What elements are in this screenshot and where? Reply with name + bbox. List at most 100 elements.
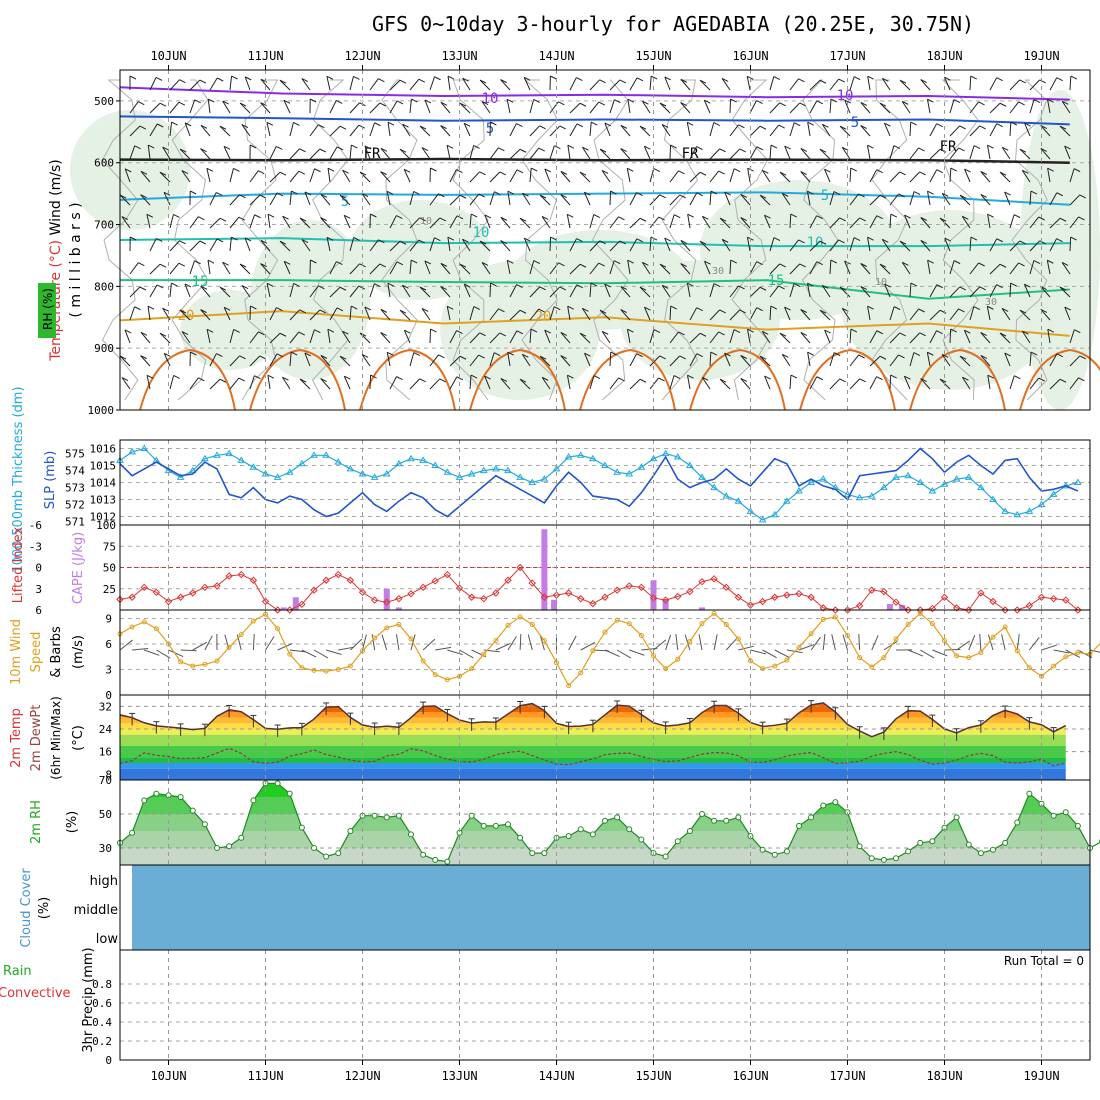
wind-barb-flag xyxy=(479,171,486,176)
li-point xyxy=(637,583,646,592)
thickness-point xyxy=(649,454,658,462)
wind-barb-flag xyxy=(1019,309,1027,314)
wind-speed-point xyxy=(432,672,438,678)
wind-barb-flag xyxy=(642,261,649,266)
wind-barb-10m xyxy=(1028,637,1040,651)
wind-barb-flag xyxy=(456,376,464,381)
wind-barb-flag xyxy=(590,121,598,126)
wind-barb xyxy=(189,216,199,229)
wind-barb-10m xyxy=(507,636,517,651)
wind-barb-flag xyxy=(208,98,215,103)
panel-border-precip xyxy=(119,949,1091,1061)
wind-barb-10m xyxy=(459,649,474,659)
wind-barb-flag xyxy=(980,332,987,336)
wind-barb-flag xyxy=(216,77,224,82)
thickness-point xyxy=(249,463,258,470)
wind-barb-flag xyxy=(699,240,707,245)
wind-barb-10m xyxy=(762,649,777,659)
wind-speed-point xyxy=(323,668,329,674)
rh-shade xyxy=(840,210,1060,390)
wind-barb-flag xyxy=(559,286,566,291)
li-point xyxy=(298,600,306,609)
li-point xyxy=(1013,606,1021,614)
wind-barb-flag xyxy=(179,309,187,314)
thickness-point xyxy=(297,459,306,467)
wind-barb xyxy=(209,378,221,390)
wind-barb xyxy=(299,217,311,229)
wind-barb xyxy=(769,305,772,321)
wind-barb xyxy=(269,146,277,160)
rh-point xyxy=(929,838,936,845)
wind-barb-flag xyxy=(1024,283,1031,288)
wind-barb-flag xyxy=(962,376,969,381)
rh-point xyxy=(1062,809,1069,816)
thickness-ylabel: 1000-500mb Thickness (dm) xyxy=(11,386,26,573)
wind-barb xyxy=(229,377,240,390)
wind-barb-flag xyxy=(1014,375,1021,380)
wind-barb-flag xyxy=(756,261,763,266)
wind-barb-flag xyxy=(942,192,949,197)
wind-speed-point xyxy=(881,655,887,661)
wind-barb-flag xyxy=(756,146,764,151)
wind-barb-flag xyxy=(661,284,669,289)
rh-contour xyxy=(591,79,629,401)
wind-barb xyxy=(200,148,211,160)
wind-barb-flag xyxy=(276,353,284,358)
wind-barb-flag xyxy=(558,101,565,106)
wind-barb xyxy=(926,352,931,367)
wind-barb-flag xyxy=(710,190,718,195)
wind-barb xyxy=(440,102,451,114)
wind-barb-flag xyxy=(733,168,741,173)
wind-barb xyxy=(459,263,471,275)
wind-barb xyxy=(949,308,959,321)
wind-barb xyxy=(449,355,461,367)
wind-barb-flag xyxy=(627,328,634,333)
wind-barb-flag xyxy=(283,260,291,265)
wind-barb xyxy=(469,332,481,344)
wind-barb xyxy=(544,168,551,183)
wind-speed-point xyxy=(760,666,766,672)
wind-barb-10m xyxy=(842,634,848,651)
wind-barb-flag xyxy=(601,170,609,174)
wind-barb-flag xyxy=(500,79,507,84)
wind-barb xyxy=(209,238,218,252)
wind-speed-point xyxy=(966,655,972,661)
rh-tick-label: 70 xyxy=(99,774,112,787)
rh-point xyxy=(480,822,487,829)
precip-tick-label: 0.6 xyxy=(92,997,112,1010)
wind-barb-10m xyxy=(907,649,924,657)
wind-speed-point xyxy=(602,629,608,635)
wind-barb xyxy=(339,355,351,367)
wind-barb-flag xyxy=(798,239,805,244)
wind-barb xyxy=(629,353,638,367)
wind-barb-flag xyxy=(155,76,163,81)
wind-barb xyxy=(343,215,351,229)
wind-barb xyxy=(1049,378,1061,390)
wind-barb xyxy=(729,329,735,344)
wind-barb xyxy=(569,77,577,91)
wind-barb-flag xyxy=(739,309,746,314)
wind-barb xyxy=(689,353,698,367)
wind-barb-flag xyxy=(459,194,467,199)
wind-barb-flag xyxy=(1030,351,1038,356)
wind-speed-point xyxy=(444,677,450,683)
wind-barb-10m xyxy=(313,649,329,659)
wind-barb-flag xyxy=(1010,121,1018,126)
wind-barb xyxy=(469,145,475,160)
wind-barb xyxy=(929,169,938,183)
wind-barb xyxy=(949,260,955,275)
wind-barb xyxy=(349,237,355,252)
thickness-point xyxy=(685,461,694,468)
wind-barb-flag xyxy=(859,378,866,383)
wind-barb-flag xyxy=(544,329,551,334)
wind-barb xyxy=(409,239,420,252)
wind-barb xyxy=(929,309,941,321)
wind-barb xyxy=(469,375,472,390)
wind-barb xyxy=(904,214,911,229)
wind-barb-flag xyxy=(459,355,467,360)
wind-barb-flag xyxy=(530,167,538,172)
date-label-top: 16JUN xyxy=(732,49,768,63)
wind-barb-flag xyxy=(999,263,1007,268)
wind-barb-flag xyxy=(704,260,711,265)
li-point xyxy=(237,570,245,579)
